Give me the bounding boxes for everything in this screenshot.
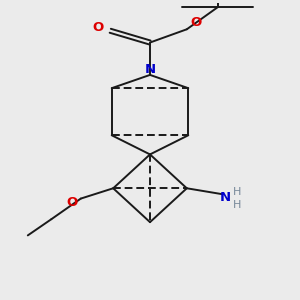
Text: H: H (233, 187, 241, 197)
Text: O: O (190, 16, 201, 29)
Text: O: O (66, 196, 78, 209)
Text: N: N (220, 191, 231, 204)
Text: N: N (144, 63, 156, 76)
Text: O: O (93, 21, 104, 34)
Text: H: H (233, 200, 241, 210)
